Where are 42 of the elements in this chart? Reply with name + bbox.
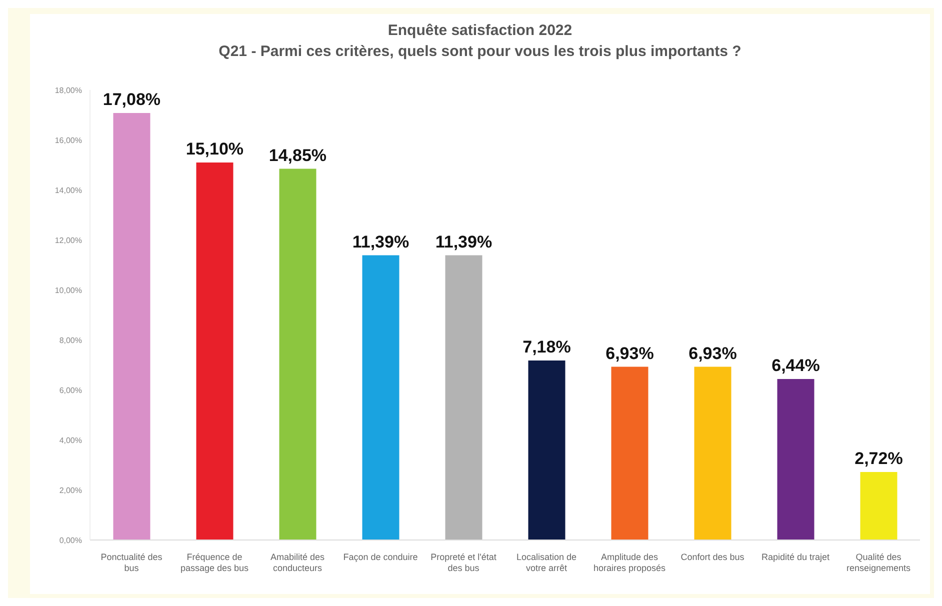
y-tick-label: 12,00% bbox=[54, 236, 82, 245]
x-tick-label: Confort des bus bbox=[680, 552, 745, 562]
y-tick-label: 0,00% bbox=[59, 536, 82, 545]
bar bbox=[279, 168, 316, 540]
y-tick-label: 18,00% bbox=[54, 86, 82, 95]
data-label: 6,44% bbox=[772, 356, 820, 375]
y-tick-label: 2,00% bbox=[59, 486, 82, 495]
x-tick-label: Façon de conduire bbox=[343, 552, 418, 562]
x-tick-label: Amabilité des conducteurs bbox=[270, 552, 326, 573]
bar bbox=[777, 379, 814, 540]
bar bbox=[611, 366, 648, 540]
data-label: 7,18% bbox=[522, 338, 571, 356]
bar bbox=[196, 162, 234, 540]
bar bbox=[528, 360, 566, 540]
y-tick-label: 8,00% bbox=[59, 336, 82, 345]
x-tick-label: Qualité des renseignements bbox=[846, 552, 912, 573]
x-tick-label: Localisation de votre arrêt bbox=[516, 552, 577, 573]
chart-title: Enquête satisfaction 2022 bbox=[386, 22, 574, 39]
data-label: 6,93% bbox=[688, 344, 737, 363]
data-label: 17,08% bbox=[102, 90, 161, 109]
x-tick-label: Propreté et l'état des bus bbox=[430, 552, 497, 573]
y-tick-label: 10,00% bbox=[54, 286, 82, 295]
y-tick-label: 4,00% bbox=[59, 436, 82, 445]
data-label: 14,85% bbox=[268, 146, 327, 165]
bar bbox=[362, 255, 400, 540]
bar bbox=[445, 255, 482, 540]
data-label: 11,39% bbox=[352, 232, 410, 252]
chart-subtitle: Q21 - Parmi ces critères, quels sont pour vous les trois plus importants ? bbox=[218, 43, 742, 60]
y-tick-label: 6,00% bbox=[59, 386, 82, 395]
bar bbox=[694, 366, 732, 540]
data-label: 6,93% bbox=[606, 344, 654, 363]
data-label: 15,10% bbox=[186, 140, 244, 158]
y-tick-label: 16,00% bbox=[54, 136, 82, 145]
x-tick-label: Amplitude des horaires proposés bbox=[593, 552, 666, 573]
data-label: 11,39% bbox=[435, 232, 492, 252]
data-label: 2,72% bbox=[854, 449, 903, 468]
y-tick-label: 14,00% bbox=[54, 186, 82, 195]
x-tick-label: Fréquence de passage des bus bbox=[180, 552, 250, 573]
bar bbox=[113, 113, 150, 540]
bar bbox=[860, 472, 898, 540]
x-tick-label: Rapidité du trajet bbox=[761, 552, 830, 562]
x-tick-label: Ponctualité des bus bbox=[100, 552, 163, 573]
